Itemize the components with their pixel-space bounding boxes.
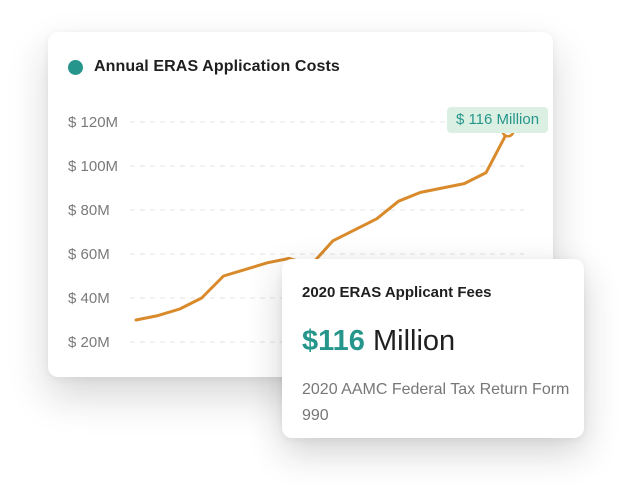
chart-plot: $ 120M $ 100M $ 80M $ 60M $ 40M $ 20M xyxy=(68,114,524,351)
y-tick-label: $ 80M xyxy=(68,202,110,219)
chart-title: Annual ERAS Application Costs xyxy=(94,58,340,75)
y-tick-label: $ 120M xyxy=(68,114,118,131)
chart-title-row: Annual ERAS Application Costs xyxy=(68,58,340,76)
y-tick-label: $ 20M xyxy=(68,334,110,351)
legend-dot-icon xyxy=(68,59,83,75)
y-tick-label: $ 40M xyxy=(68,290,110,307)
tooltip-value-number: $116 xyxy=(302,325,365,357)
tooltip-source: 2020 AAMC Federal Tax Return Form 990 xyxy=(302,381,570,424)
tooltip-value: $116 Million xyxy=(302,325,455,358)
series-line xyxy=(134,129,510,322)
tooltip-value-unit: Million xyxy=(364,325,456,357)
tooltip-card: 2020 ERAS Applicant Fees $116 Million 20… xyxy=(282,259,584,438)
y-tick-label: $ 60M xyxy=(68,246,110,263)
tooltip-title: 2020 ERAS Applicant Fees xyxy=(302,284,492,301)
highlight-value-badge: $ 116 Million xyxy=(447,107,548,133)
y-tick-label: $ 100M xyxy=(68,158,118,175)
